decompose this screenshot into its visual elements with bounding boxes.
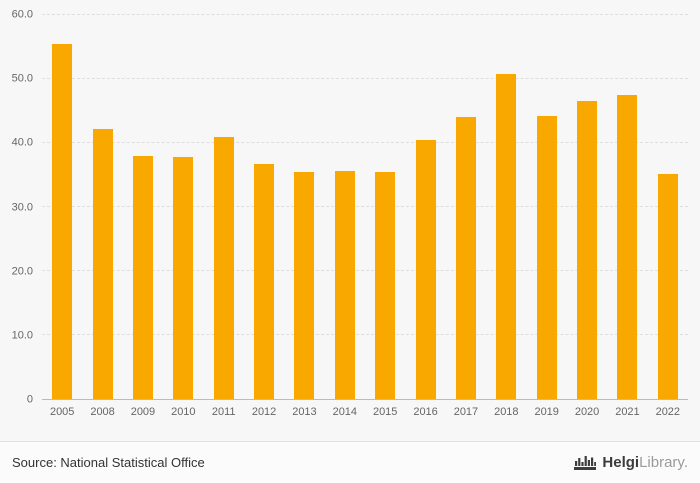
gridline [42,14,688,15]
bar-2022[interactable] [657,173,678,399]
bar-slot: 2016 [405,15,445,418]
brand-logo[interactable]: HelgiLibrary. [574,454,688,471]
bar-2018[interactable] [496,73,517,399]
y-tick-label: 10.0 [11,329,33,342]
bar-2012[interactable] [254,164,275,399]
bar-slot: 2020 [567,15,607,418]
x-tick-label: 2022 [655,406,681,418]
bar-slot: 2013 [284,15,324,418]
bar-2020[interactable] [577,101,598,399]
bar-slot: 2017 [446,15,486,418]
bar-slot: 2015 [365,15,405,418]
bar-slot: 2009 [123,15,163,418]
x-tick-label: 2018 [494,406,519,418]
x-tick-label: 2016 [413,406,438,418]
y-tick-label: 20.0 [11,265,33,278]
y-tick-label: 30.0 [11,201,33,213]
y-tick-label: 40.0 [11,136,33,149]
bar-slot: 2018 [486,15,526,418]
x-tick-label: 2011 [211,406,236,418]
y-tick-label: 50.0 [11,72,33,85]
bar-2011[interactable] [213,137,234,399]
bar-slot: 2014 [325,15,365,418]
y-tick-label: 60.0 [11,8,33,21]
y-tick-label: 0 [26,393,33,406]
bar-2009[interactable] [132,155,153,399]
gridline [42,270,688,271]
source-label: Source: National Statistical Office [12,455,205,470]
x-tick-label: 2015 [372,406,398,418]
bar-slot: 2011 [204,15,244,418]
x-tick-label: 2020 [574,406,600,418]
bar-2021[interactable] [617,95,638,399]
bar-2013[interactable] [294,171,315,399]
bar-2010[interactable] [173,157,194,399]
brand-name-helgi: Helgi [602,454,640,471]
bar-slot: 2019 [527,15,567,418]
x-tick-label: 2010 [171,406,196,418]
bar-slot: 2005 [42,15,82,418]
x-tick-label: 2012 [251,406,277,418]
brand-dot: . [683,454,688,471]
chart-canvas: 0 10.0 20.0 30.0 40.0 50.0 60.0 2005 2008 2009 20… [0,9,688,418]
y-axis: 0 10.0 20.0 30.0 40.0 50.0 60.0 [0,9,38,405]
bar-2017[interactable] [455,117,476,399]
x-tick-label: 2013 [292,406,317,418]
gridline [42,78,688,79]
bar-2008[interactable] [92,128,113,399]
bar-slot: 2008 [82,15,122,418]
x-tick-label: 2017 [453,406,479,418]
bar-slot: 2012 [244,15,284,418]
footer: Source: National Statistical Office Helg… [0,441,700,483]
x-tick-label: 2019 [534,406,559,418]
bar-slot: 2021 [607,15,647,418]
bar-slot: 2022 [648,15,688,418]
gridline [42,334,688,335]
castle-bars-icon [574,456,597,470]
bar-2005[interactable] [52,43,73,399]
bar-2015[interactable] [375,171,396,399]
x-tick-label: 2014 [332,406,358,418]
bar-2014[interactable] [334,170,355,399]
gridline [42,142,688,143]
bar-2016[interactable] [415,140,436,399]
brand-name: HelgiLibrary. [602,455,688,470]
x-tick-label: 2008 [90,406,115,418]
brand-name-library: Library [639,454,684,471]
gridline [42,206,688,207]
bar-slot: 2010 [163,15,203,418]
x-tick-label: 2021 [615,406,640,418]
plot-area: 2005 2008 2009 2010 2011 2012 2013 2014 2015 2016… [42,14,688,418]
x-tick-label: 2005 [49,406,75,418]
x-tick-label: 2009 [130,406,156,418]
bar-2019[interactable] [536,116,557,399]
